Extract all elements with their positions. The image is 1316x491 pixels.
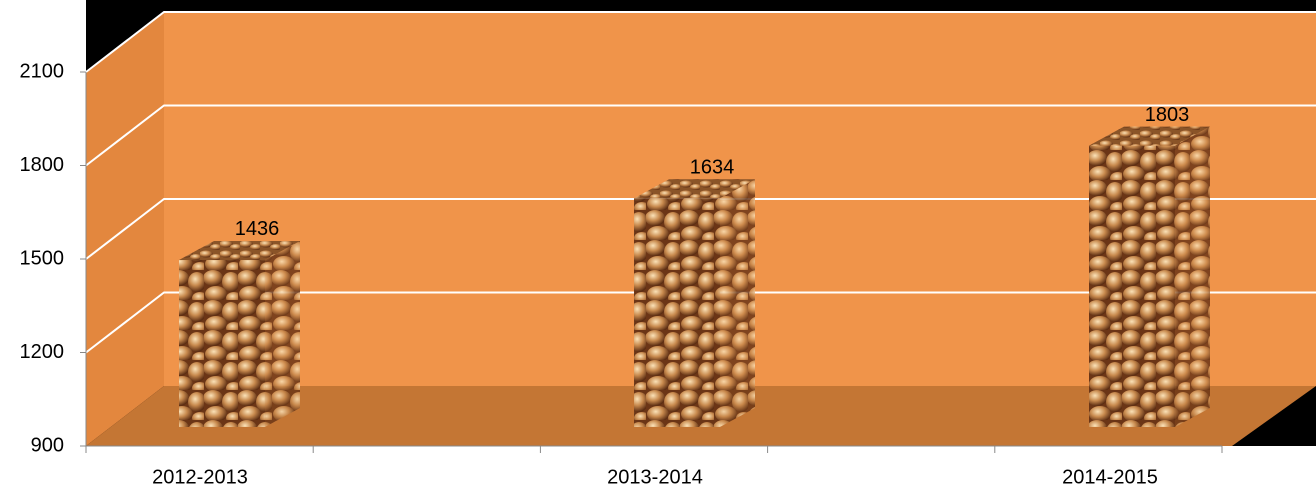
bar-side	[265, 240, 300, 427]
bar-top	[1089, 126, 1210, 146]
bar-side	[720, 179, 755, 427]
y-tick-label: 2100	[20, 60, 65, 82]
value-label: 1803	[1145, 104, 1190, 126]
grid-line	[85, 11, 1316, 73]
bar	[179, 240, 300, 427]
bar-front	[634, 198, 720, 427]
value-label: 1634	[690, 157, 735, 179]
bar-top	[179, 240, 300, 260]
y-tick-label: 1500	[20, 247, 65, 269]
grid-line	[85, 104, 1316, 167]
x-tick-label: 2012-2013	[152, 466, 248, 488]
bar	[1089, 126, 1210, 427]
bar-front	[1089, 145, 1175, 427]
grid-line	[85, 291, 1316, 354]
y-tick-label: 1200	[20, 341, 65, 363]
bar-side	[1175, 126, 1210, 427]
bar-top	[634, 179, 755, 199]
x-tick-label: 2013-2014	[607, 466, 703, 488]
y-tick-label: 900	[31, 434, 64, 456]
bar-front	[179, 259, 265, 427]
y-tick-label: 1800	[20, 154, 65, 176]
x-tick-label: 2014-2015	[1062, 466, 1158, 488]
value-label: 1436	[235, 218, 280, 240]
grid-line	[85, 198, 1316, 260]
bar	[634, 179, 755, 427]
